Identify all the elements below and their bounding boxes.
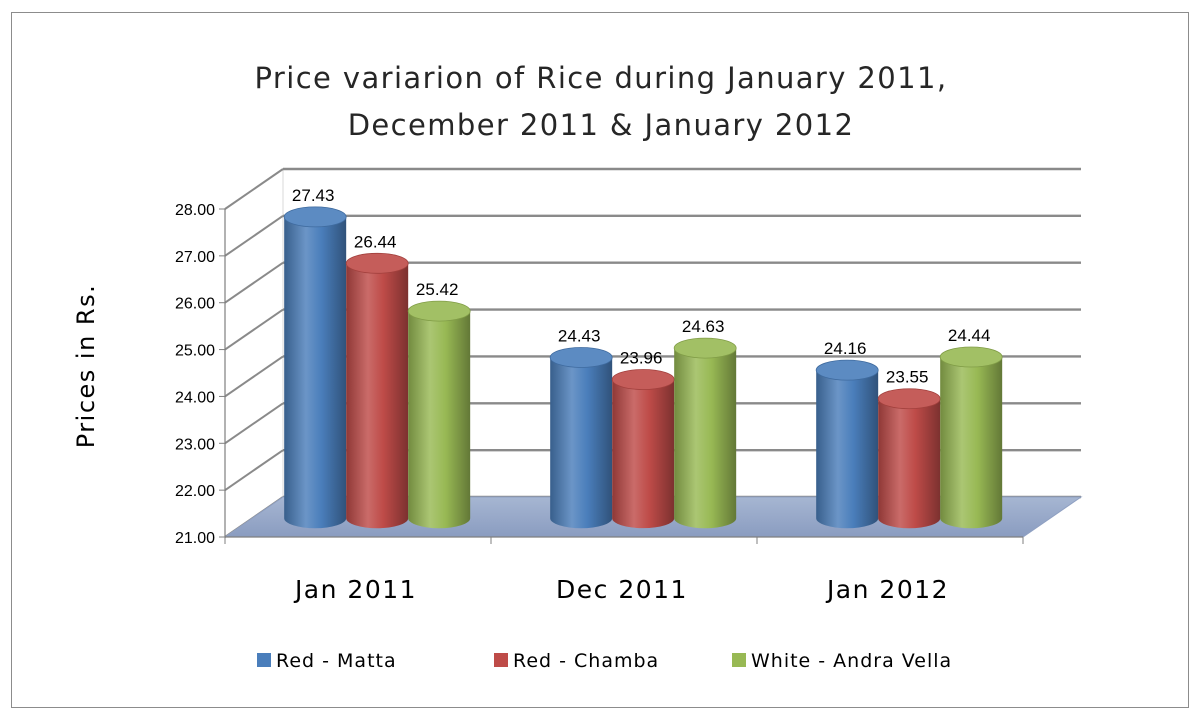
data-labels: 27.43 26.44 25.42 24.43 23.96 24.63 24.16 23.55… — [292, 186, 991, 387]
bar-body — [408, 311, 471, 529]
data-label: 24.16 — [824, 339, 867, 358]
data-label: 24.44 — [948, 326, 991, 345]
y-tick-label: 26.00 — [175, 296, 215, 313]
bar-top — [283, 206, 347, 228]
bar-body — [878, 398, 941, 529]
gridline-side — [224, 215, 284, 257]
y-tick-label: 25.00 — [175, 343, 215, 360]
bar-body — [284, 216, 347, 529]
bar-top — [549, 347, 613, 368]
legend-label: White - Andra Vella — [751, 650, 952, 672]
bar-body — [612, 379, 675, 529]
gridline-side — [224, 402, 284, 445]
gridline-side — [224, 168, 284, 210]
y-tick-label: 24.00 — [175, 389, 215, 406]
y-tick-label: 28.00 — [175, 202, 215, 219]
data-label: 26.44 — [354, 232, 397, 251]
bars — [283, 206, 1003, 529]
legend-label: Red - Chamba — [513, 650, 659, 672]
data-label: 24.43 — [558, 326, 601, 345]
x-axis: Jan 2011 Dec 2011 Jan 2012 — [224, 536, 1024, 604]
bar-top — [345, 252, 409, 274]
legend-swatch — [732, 653, 746, 667]
legend-swatch — [494, 653, 508, 667]
data-label: 23.96 — [620, 349, 663, 368]
legend-label: Red - Matta — [276, 650, 397, 672]
chart-title-line-1: Price variarion of Rice during January 2… — [255, 61, 948, 95]
y-tick-label: 21.00 — [175, 530, 215, 547]
gridline-side — [224, 261, 284, 304]
chart-title-line-2: December 2011 & January 2012 — [348, 108, 855, 142]
bar-body — [940, 357, 1003, 529]
chart-svg: 21.00 22.00 23.00 24.00 25.00 26.00 27.00 28.00… — [72, 61, 1083, 672]
y-tick-label: 22.00 — [175, 483, 215, 500]
data-label: 24.63 — [682, 317, 725, 336]
gridline-side — [224, 355, 284, 398]
y-axis: 21.00 22.00 23.00 24.00 25.00 26.00 27.00 28.00 — [175, 202, 226, 547]
bar-top — [939, 346, 1003, 368]
data-label: 23.55 — [886, 368, 929, 387]
data-label: 27.43 — [292, 186, 335, 205]
bar — [673, 337, 737, 529]
gridline-side — [224, 308, 284, 351]
y-axis-label: Prices in Rs. — [72, 284, 100, 449]
bar-body — [346, 263, 409, 529]
x-tick-label: Jan 2012 — [825, 575, 949, 604]
x-tick-label: Dec 2011 — [556, 575, 688, 604]
chart-area: 21.00 22.00 23.00 24.00 25.00 26.00 27.00 28.00… — [11, 12, 1189, 708]
side-wall — [224, 168, 284, 538]
x-tick-label: Jan 2011 — [293, 575, 417, 604]
bar-top — [407, 300, 471, 322]
bar-body — [674, 348, 737, 529]
legend-swatch — [257, 653, 271, 667]
bar-body — [550, 357, 613, 529]
bar — [407, 300, 471, 529]
y-tick-label: 23.00 — [175, 436, 215, 453]
bar — [283, 206, 347, 529]
bar — [939, 346, 1003, 529]
data-label: 25.42 — [416, 280, 459, 299]
bar-top — [673, 337, 737, 359]
bar-body — [816, 370, 879, 529]
legend: Red - Matta Red - Chamba White - Andra Vel… — [257, 650, 952, 672]
bar-top — [611, 369, 675, 390]
bar — [877, 388, 941, 529]
y-tick-label: 27.00 — [175, 249, 215, 266]
bar-top — [815, 359, 879, 381]
chart-walls — [224, 168, 284, 538]
bar-top — [877, 388, 941, 410]
bar — [345, 252, 409, 529]
bar — [611, 369, 675, 529]
gridline-side — [224, 449, 284, 491]
bar — [815, 359, 879, 529]
bar — [549, 347, 613, 529]
